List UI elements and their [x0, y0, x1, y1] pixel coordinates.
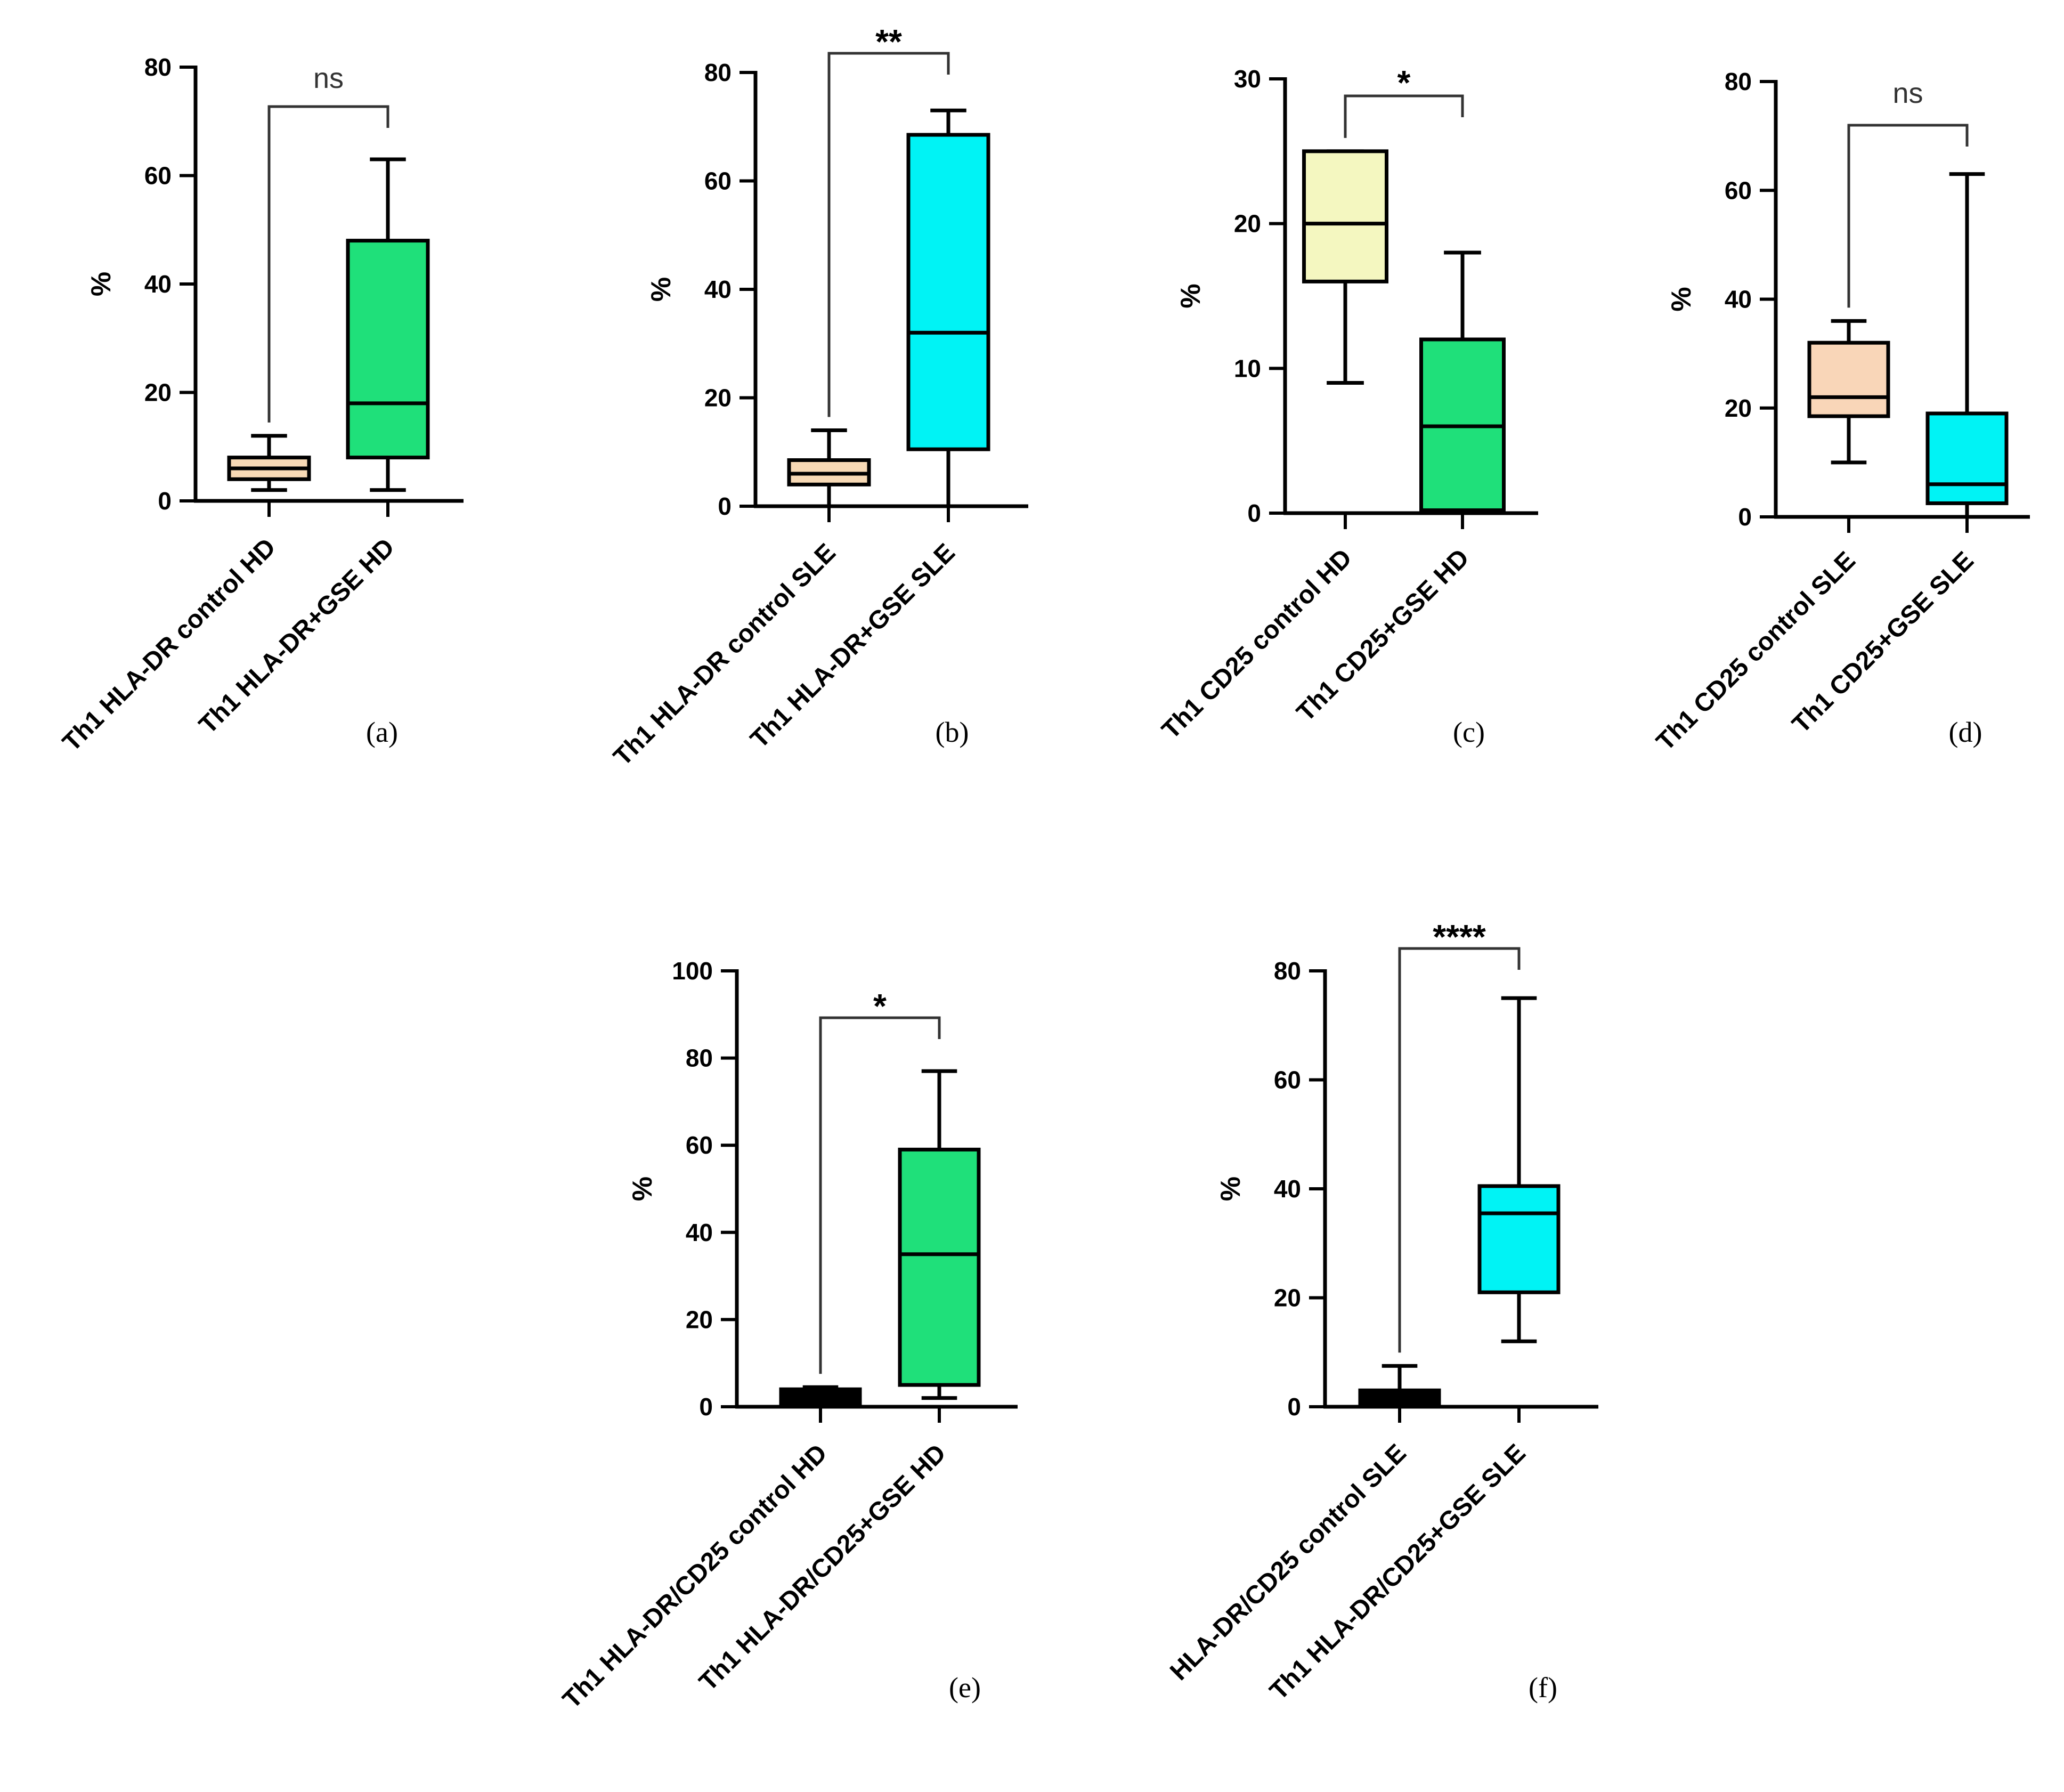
category-label: Th1 HLA-DR/CD25 control HD	[557, 1439, 832, 1714]
significance-label: ns	[313, 62, 344, 94]
y-axis-title: %	[1175, 283, 1206, 308]
y-tick-label: 20	[704, 384, 732, 412]
panel-letter: (a)	[366, 716, 398, 748]
box-iqr	[1807, 340, 1890, 418]
box-1	[1807, 319, 1890, 465]
y-tick-label: 100	[672, 957, 713, 985]
box-2	[906, 108, 990, 508]
box-iqr	[906, 133, 990, 451]
y-tick-label: 80	[704, 59, 732, 86]
y-tick-label: 40	[1274, 1175, 1301, 1203]
category-label: Th1 CD25 control SLE	[1651, 546, 1861, 756]
y-tick-label: 40	[144, 270, 172, 298]
category-label: Th1 HLA-DR/CD25+GSE HD	[694, 1439, 951, 1696]
y-tick-label: 30	[1234, 65, 1261, 93]
box-iqr	[898, 1147, 981, 1387]
box-2	[1925, 172, 2009, 519]
box-iqr	[1302, 149, 1388, 283]
panel-letter: (e)	[949, 1672, 981, 1704]
box-2	[898, 1069, 981, 1400]
box-2	[1477, 996, 1561, 1343]
box-1	[227, 434, 311, 492]
significance-bracket	[1847, 124, 1969, 308]
y-tick-label: 40	[1725, 286, 1752, 313]
significance-bracket	[819, 1016, 941, 1374]
y-tick-label: 60	[704, 167, 732, 195]
y-tick-label: 40	[704, 275, 732, 303]
panel-letter: (c)	[1453, 716, 1485, 748]
y-tick-label: 40	[686, 1219, 713, 1246]
y-axis-title: %	[627, 1177, 658, 1201]
category-label: HLA-DR/CD25 control SLE	[1165, 1439, 1412, 1686]
box-2	[346, 157, 430, 492]
significance-label: **	[875, 22, 902, 61]
y-axis-title: %	[1666, 287, 1697, 311]
category-label: Th1 HLA-DR control SLE	[608, 538, 841, 771]
category-label: Th1 HLA-DR/CD25+GSE SLE	[1264, 1439, 1531, 1705]
y-tick-label: 60	[686, 1131, 713, 1159]
y-tick-label: 60	[144, 162, 172, 190]
y-tick-label: 60	[1274, 1066, 1301, 1094]
y-tick-label: 0	[699, 1393, 713, 1421]
significance-bracket	[267, 105, 389, 423]
chart-panel-e: 0 20 40 60 80 100% Th1 HLA-DR/CD25 control HDT…	[557, 957, 1018, 1714]
y-tick-label: 20	[1274, 1284, 1301, 1312]
significance-label: *	[1397, 63, 1411, 102]
y-axis-title: %	[86, 272, 117, 296]
panel-letter: (f)	[1529, 1672, 1557, 1704]
y-tick-label: 20	[1725, 394, 1752, 422]
box-2	[1419, 250, 1506, 515]
category-label: Th1 HLA-DR+GSE HD	[193, 533, 400, 739]
y-tick-label: 80	[144, 53, 172, 81]
y-axis-title: %	[646, 277, 677, 302]
y-tick-label: 0	[718, 492, 732, 520]
significance-label: ****	[1433, 918, 1486, 956]
y-tick-label: 0	[1287, 1393, 1301, 1421]
significance-bracket	[1344, 94, 1464, 138]
y-tick-label: 20	[144, 379, 172, 407]
significance-label: ns	[1892, 77, 1923, 109]
y-tick-label: 0	[1247, 499, 1261, 527]
box-iqr	[346, 239, 430, 460]
y-tick-label: 0	[158, 487, 172, 515]
y-axis-title: %	[1215, 1177, 1246, 1201]
box-1	[787, 428, 871, 508]
y-tick-label: 80	[686, 1044, 713, 1072]
y-tick-label: 80	[1274, 957, 1301, 985]
category-label: Th1 HLA-DR+GSE SLE	[745, 538, 961, 753]
significance-bracket	[827, 52, 950, 417]
y-tick-label: 60	[1725, 176, 1752, 204]
box-iqr	[1925, 411, 2009, 505]
panel-letter: (d)	[1949, 716, 1982, 748]
y-tick-label: 0	[1738, 503, 1752, 531]
box-1	[1358, 1364, 1441, 1409]
box-1	[1302, 149, 1388, 385]
box-iqr	[1477, 1184, 1561, 1294]
category-label: Th1 CD25 control HD	[1157, 544, 1358, 744]
y-tick-label: 80	[1725, 68, 1752, 95]
y-tick-label: 10	[1234, 354, 1261, 382]
y-tick-label: 20	[1234, 210, 1261, 238]
box-1	[779, 1385, 862, 1409]
significance-label: *	[873, 987, 887, 1025]
category-label: Th1 HLA-DR control HD	[58, 533, 281, 757]
panel-letter: (b)	[936, 716, 969, 748]
significance-bracket	[1398, 947, 1521, 1353]
y-tick-label: 20	[686, 1306, 713, 1333]
